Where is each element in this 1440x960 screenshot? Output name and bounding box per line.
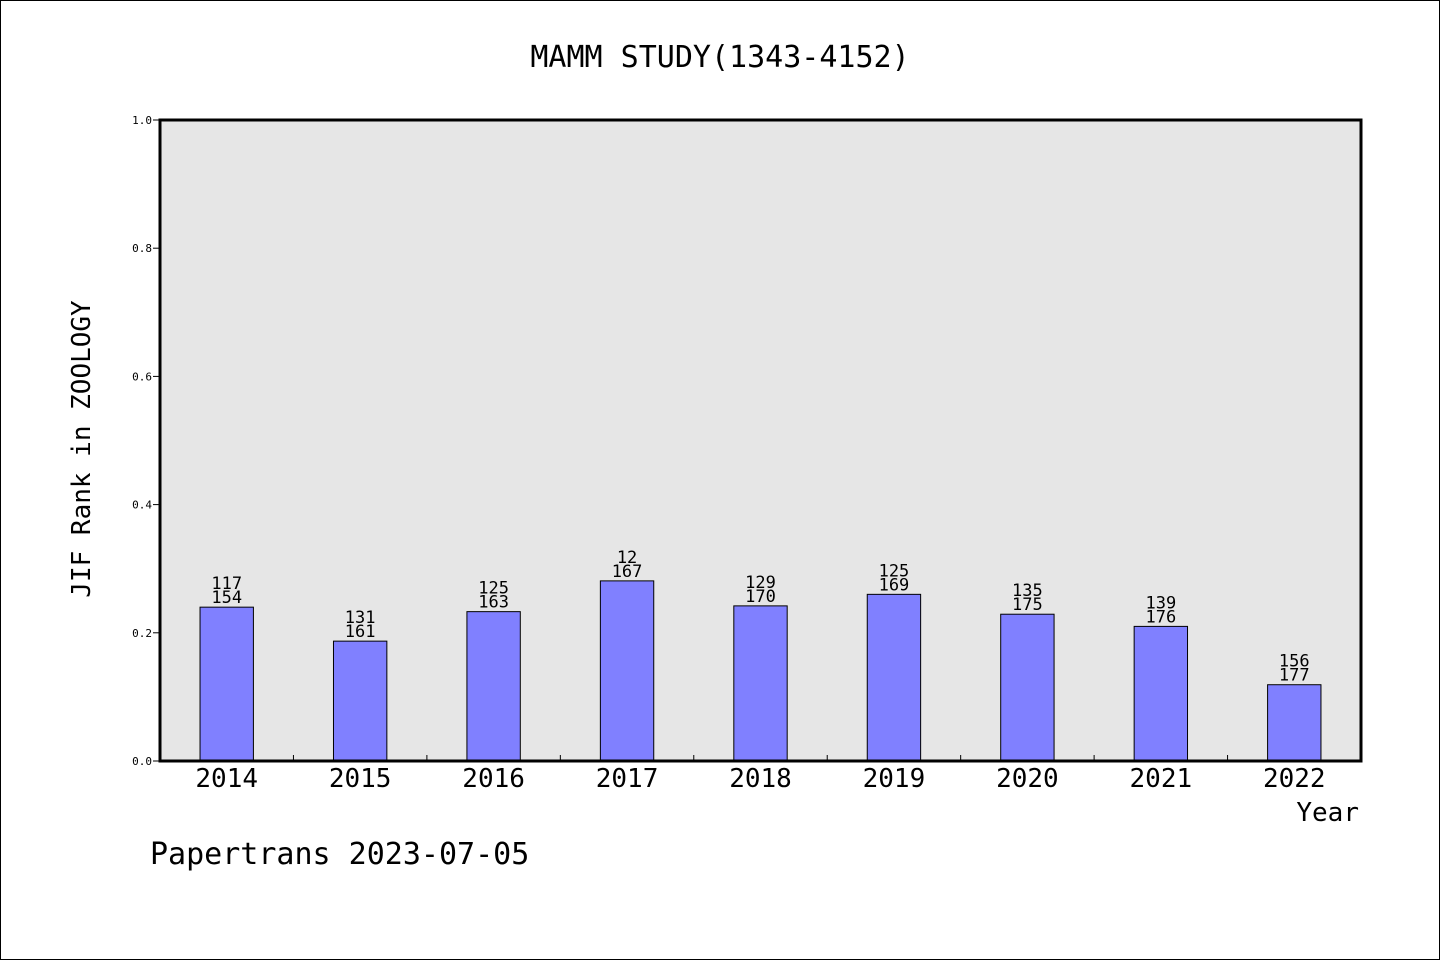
- bar-total-label: 170: [745, 587, 776, 607]
- bar-2021: [1133, 625, 1189, 762]
- x-tick-label: 2017: [596, 764, 659, 794]
- bar-total-label: 167: [612, 562, 643, 582]
- bar-total-label: 161: [345, 622, 376, 642]
- plot-border: [158, 118, 1363, 763]
- bar-2018: [733, 605, 788, 762]
- bar-rank-label: 125: [879, 561, 910, 581]
- y-tick-label: 0.0: [132, 755, 152, 768]
- y-tick-label: 1.0: [132, 114, 152, 127]
- x-tick-label: 2014: [195, 764, 258, 794]
- y-tick-label: 0.2: [132, 627, 152, 640]
- x-tick-label: 2015: [329, 764, 392, 794]
- bar-rank-label: 129: [745, 573, 776, 593]
- bar-total-label: 175: [1012, 595, 1043, 615]
- x-axis-label: Year: [1296, 798, 1359, 828]
- bar-total-label: 154: [211, 588, 242, 608]
- x-axis: 2014 2015 2016 2017 2018 2019 2020 2021 2022: [195, 755, 1326, 794]
- bar-2017: [599, 580, 655, 762]
- bar-rank-label: 131: [345, 608, 376, 628]
- y-tick-label: 0.8: [132, 242, 152, 255]
- bar-rank-label: 12: [617, 548, 637, 568]
- bar-rank-label: 135: [1012, 581, 1043, 601]
- x-tick-label: 2022: [1263, 764, 1326, 794]
- x-tick-label: 2021: [1130, 764, 1193, 794]
- y-tick-label: 0.4: [132, 499, 152, 512]
- bar-2016: [466, 611, 521, 762]
- footer-source: Papertrans 2023-07-05: [150, 837, 529, 872]
- x-tick-label: 2018: [729, 764, 792, 794]
- x-tick-label: 2016: [462, 764, 525, 794]
- bar-rank-label: 156: [1279, 652, 1310, 672]
- x-tick-label: 2019: [863, 764, 926, 794]
- chart-title: MAMM STUDY(1343-4152): [530, 40, 909, 75]
- bar-total-label: 163: [478, 593, 509, 613]
- bar-rank-label: 139: [1145, 593, 1176, 613]
- bar-2014: [199, 606, 254, 762]
- bar-total-label: 176: [1145, 607, 1176, 627]
- bar-2022: [1267, 684, 1322, 762]
- bar-total-label: 169: [879, 575, 910, 595]
- bars-group: [199, 580, 1322, 762]
- y-axis-label: JIF Rank in ZOOLOGY: [67, 300, 97, 598]
- bar-rank-label: 117: [211, 574, 242, 594]
- x-tick-label: 2020: [996, 764, 1059, 794]
- y-tick-label: 0.6: [132, 370, 152, 383]
- bar-2015: [332, 640, 388, 762]
- bar-total-label: 177: [1279, 666, 1310, 686]
- bar-2019: [866, 593, 922, 762]
- y-axis: 0.0 0.2 0.4 0.6 0.8 1.0: [132, 114, 160, 768]
- bar-rank-label: 125: [478, 579, 509, 599]
- bar-2020: [1000, 613, 1055, 762]
